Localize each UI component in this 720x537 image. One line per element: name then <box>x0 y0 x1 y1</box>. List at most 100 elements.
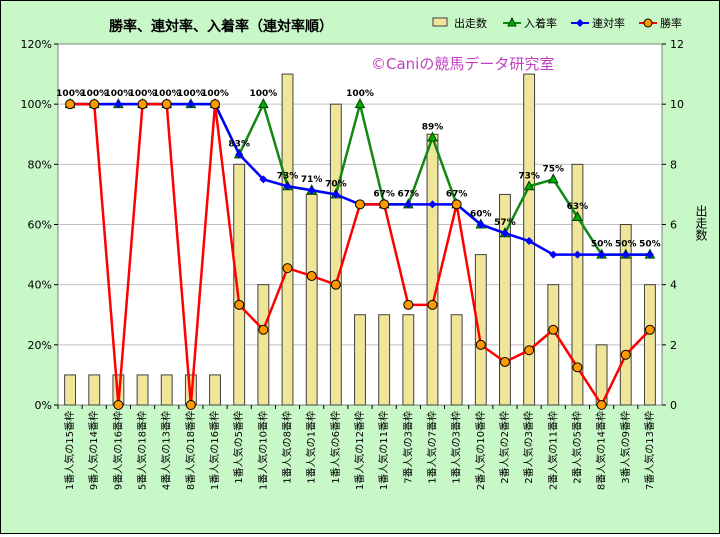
point-勝率 <box>113 400 124 410</box>
point-入着率 <box>354 98 366 109</box>
bar <box>329 103 342 406</box>
bar <box>619 224 632 406</box>
point-勝率 <box>355 199 365 210</box>
y2-tick-label: 8 <box>670 158 677 171</box>
legend-label-連対率: 連対率 <box>592 16 625 30</box>
point-勝率 <box>451 199 462 210</box>
data-label: 73% <box>518 171 540 181</box>
bar <box>426 133 439 406</box>
point-連対率 <box>500 229 509 238</box>
point-連対率 <box>573 250 582 259</box>
x-tick-label: 3番人気の9番枠 <box>619 411 632 484</box>
point-連対率 <box>307 186 316 195</box>
y2-axis-label: 出走数 <box>694 205 708 242</box>
point-入着率 <box>427 131 438 142</box>
x-tick-label: 2番人気の5番枠 <box>570 411 583 484</box>
x-tick-label: 7番人気の13番枠 <box>643 411 656 490</box>
y-tick-label: 0% <box>35 399 52 412</box>
line-series <box>64 98 656 410</box>
bar <box>257 284 270 406</box>
y-tick-label: 20% <box>28 339 52 352</box>
point-勝率 <box>185 400 196 410</box>
y2-tick-label: 2 <box>670 339 677 352</box>
chart-title: 勝率、連対率、入着率（連対率順） <box>109 18 333 35</box>
x-tick-label: 1番人気の10番枠 <box>256 411 269 490</box>
legend-label-出走数: 出走数 <box>454 16 487 30</box>
x-tick-label: 2番人気の3番枠 <box>522 411 535 484</box>
data-label: 100% <box>129 89 157 99</box>
data-label: 100% <box>249 89 277 99</box>
point-勝率 <box>234 299 245 310</box>
data-label: 100% <box>201 89 229 99</box>
y2-tick-label: 6 <box>670 219 677 232</box>
point-勝率 <box>258 324 269 335</box>
point-勝率 <box>499 356 510 367</box>
data-label: 100% <box>56 89 84 99</box>
point-勝率 <box>427 299 438 310</box>
watermark: ©Caniの競馬データ研究室 <box>371 55 554 73</box>
y-axis-right: 0 2 4 6 8 10 12 <box>662 38 684 412</box>
point-勝率 <box>306 270 317 281</box>
bar <box>136 374 149 406</box>
data-label: 100% <box>80 89 108 99</box>
point-連対率 <box>259 175 268 184</box>
x-tick-label: 1番人気の3番枠 <box>450 411 463 484</box>
point-連対率 <box>404 200 413 209</box>
data-label: 89% <box>422 123 444 133</box>
y-tick-label: 60% <box>28 219 52 232</box>
point-連対率 <box>597 250 606 259</box>
x-tick-label: 2番人気の11番枠 <box>546 411 559 490</box>
legend-label-入着率: 入着率 <box>524 16 557 30</box>
legend-label-勝率: 勝率 <box>660 16 682 30</box>
point-勝率 <box>620 349 631 360</box>
data-label: 75% <box>543 164 565 174</box>
point-連対率 <box>283 182 292 191</box>
bar <box>643 284 656 406</box>
point-連対率 <box>549 250 558 259</box>
data-label: 73% <box>277 171 299 181</box>
point-入着率 <box>547 173 559 184</box>
y-axis-left: 0% 20% 40% 60% 80% 100% 120% <box>21 38 58 412</box>
bar <box>305 193 318 406</box>
data-label: 67% <box>373 189 395 199</box>
point-勝率 <box>282 263 293 274</box>
bar <box>378 314 391 406</box>
point-勝率 <box>65 99 76 110</box>
point-勝率 <box>475 339 486 350</box>
point-勝率 <box>161 99 172 110</box>
legend-swatch-出走数 <box>432 17 448 27</box>
x-tick-label: 1番人気の7番枠 <box>425 411 438 484</box>
point-勝率 <box>210 99 221 110</box>
point-入着率 <box>572 210 583 221</box>
bar <box>354 314 366 406</box>
point-勝率 <box>572 362 583 373</box>
x-tick-label: 1番人気の15番枠 <box>63 411 76 490</box>
point-勝率 <box>548 324 559 335</box>
legend-marker <box>507 16 517 27</box>
point-連対率 <box>331 190 340 199</box>
data-labels: 100%100%100%100%100%100%100%83%100%73% 71… <box>56 89 661 249</box>
data-label: 50% <box>615 240 637 250</box>
point-勝率 <box>524 345 535 356</box>
data-label: 60% <box>470 210 492 220</box>
legend: 出走数 入着率 連対率 勝率 <box>432 16 682 30</box>
data-label: 100% <box>346 89 374 99</box>
bar <box>571 163 584 406</box>
point-連対率 <box>428 200 437 209</box>
x-tick-label: 1番人気の8番枠 <box>281 411 294 484</box>
x-tick-label: 1番人気の12番枠 <box>353 411 366 490</box>
x-tick-label: 1番人気の5番枠 <box>232 411 245 484</box>
x-axis: 1番人気の15番枠 9番人気の14番枠 9番人気の16番枠 5番人気の18番枠 4番人気… <box>57 405 656 490</box>
point-入着率 <box>523 180 535 191</box>
data-label: 70% <box>325 179 347 189</box>
x-tick-label: 9番人気の16番枠 <box>111 411 124 490</box>
x-tick-label: 1番人気の6番枠 <box>329 411 342 484</box>
y2-tick-label: 0 <box>670 399 677 412</box>
x-tick-label: 2番人気の10番枠 <box>474 411 487 490</box>
bar <box>233 163 246 406</box>
bar <box>402 314 415 406</box>
x-tick-label: 8番人気の18番枠 <box>184 411 197 490</box>
point-勝率 <box>403 299 414 310</box>
